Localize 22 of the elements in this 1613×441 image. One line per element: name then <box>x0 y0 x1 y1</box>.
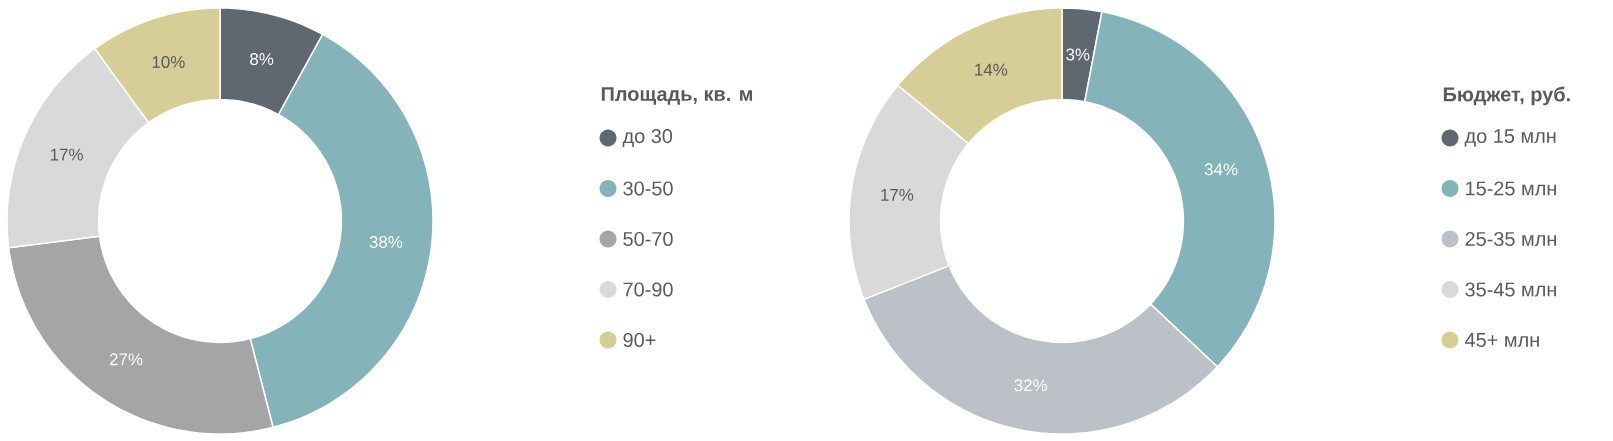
legend-label: 70-90 <box>623 282 673 297</box>
legend-label: до 15 млн <box>1464 129 1556 147</box>
legend-label: 45+ млн <box>1465 333 1539 347</box>
data-label: 17% <box>881 188 914 201</box>
data-label: 8% <box>250 53 274 66</box>
data-label: 14% <box>975 63 1008 76</box>
legend-label: 90+ <box>623 332 656 348</box>
data-label: 17% <box>50 148 83 161</box>
legend-label: 35-45 млн <box>1465 282 1556 297</box>
legend-label: 15-25 млн <box>1466 181 1556 196</box>
legend-title: Площадь, кв. м <box>601 87 753 105</box>
legend-title: Бюджет, руб. <box>1443 86 1570 106</box>
data-label: 3% <box>1066 48 1090 61</box>
legend-label: 30-50 <box>623 181 673 196</box>
data-label: 38% <box>369 235 403 248</box>
data-label: 10% <box>152 55 185 68</box>
data-label: 32% <box>1014 379 1048 392</box>
legend-label: до 30 <box>622 129 673 147</box>
legend-label: 25-35 млн <box>1465 231 1556 247</box>
data-label: 27% <box>109 353 143 366</box>
data-label: 34% <box>1204 163 1238 176</box>
legend-label: 50-70 <box>623 231 673 247</box>
